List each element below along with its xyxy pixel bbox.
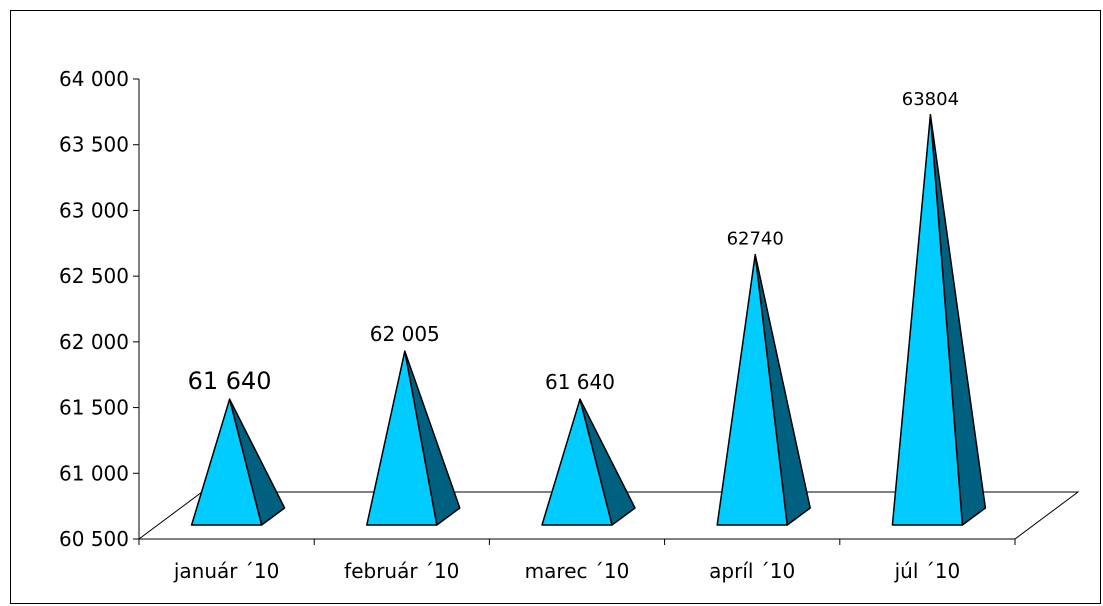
pyramid-bar: [190, 398, 263, 526]
y-tick-label: 60 500: [59, 527, 129, 551]
y-tick-label: 64 000: [59, 67, 129, 91]
y-tick-label: 63 500: [59, 133, 129, 157]
y-axis: 60 500 61 000 61 500 62 000 62 500 63 000 63 5…: [59, 67, 140, 551]
data-label: 61 640: [188, 367, 272, 395]
pyramid-bar: [716, 253, 788, 526]
y-tick-label: 62 000: [59, 330, 129, 354]
pyramid-bar: [366, 350, 438, 526]
bars: [190, 114, 987, 526]
y-tick-label: 62 500: [59, 264, 129, 288]
data-label: 62740: [727, 229, 784, 250]
x-axis: január ´10 február ´10 marec ´10 apríl ´10 j…: [138, 538, 1016, 583]
y-tick-label: 61 000: [59, 461, 129, 485]
x-category-label: apríl ´10: [709, 559, 795, 583]
y-tick-label: 61 500: [59, 396, 129, 420]
data-labels: 61 640 62 005 61 640 62740 63804: [188, 89, 959, 395]
pyramid-bar: [891, 114, 964, 526]
x-category-label: marec ´10: [525, 559, 630, 583]
y-tick-label: 63 000: [59, 198, 129, 222]
x-category-label: február ´10: [344, 559, 459, 583]
data-label: 61 640: [545, 370, 615, 394]
data-label: 62 005: [370, 322, 440, 346]
x-category-label: január ´10: [173, 559, 279, 583]
x-category-label: júl ´10: [894, 559, 961, 583]
data-label: 63804: [902, 89, 959, 110]
pyramid-bar: [541, 398, 613, 526]
